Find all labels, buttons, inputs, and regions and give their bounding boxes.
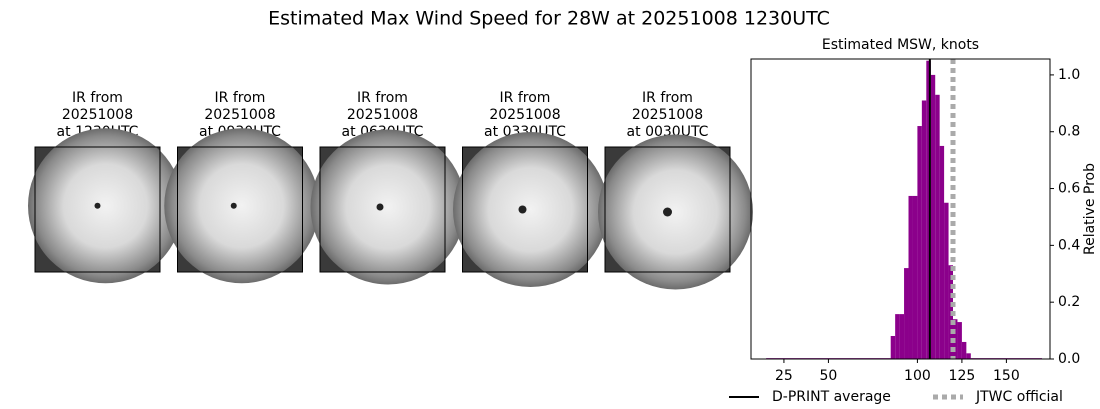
cloud — [164, 128, 320, 284]
bar — [930, 74, 936, 359]
bar — [890, 335, 896, 359]
image-frame — [604, 146, 731, 273]
y-tick-label: 0.6 — [1058, 181, 1080, 197]
eye — [94, 202, 101, 209]
eye — [230, 202, 237, 209]
x-tick-label: 50 — [820, 368, 838, 384]
bar — [957, 322, 962, 359]
eye — [518, 205, 527, 214]
y-tick-label: 0.8 — [1058, 124, 1080, 140]
bar — [935, 94, 940, 359]
panel-label: IR from — [72, 90, 123, 106]
panel-label: 20251008 — [62, 107, 133, 123]
satellite-image — [164, 128, 320, 284]
x-tick-label: 100 — [904, 368, 931, 384]
image-frame — [319, 146, 446, 273]
axes-frame — [750, 58, 1051, 360]
y-tick-label: 1.0 — [1058, 67, 1080, 83]
cloud — [453, 132, 608, 287]
bar — [921, 100, 927, 360]
bar — [966, 353, 971, 359]
x-tick-label: 150 — [993, 368, 1020, 384]
cloud — [28, 128, 183, 284]
chart-title: Estimated MSW, knots — [822, 37, 979, 53]
cloud — [310, 129, 466, 285]
image-frame — [177, 146, 303, 273]
panel-label: 20251008 — [347, 107, 418, 123]
panel-label: IR from — [357, 90, 408, 106]
panel-label: 20251008 — [204, 107, 275, 123]
x-tick-label: 25 — [775, 368, 793, 384]
y-tick-label: 0.0 — [1058, 351, 1080, 367]
y-tick-label: 0.2 — [1058, 294, 1080, 310]
panel-label: 20251008 — [489, 107, 560, 123]
bar — [899, 314, 905, 359]
panel-label: IR from — [215, 90, 266, 106]
bar — [895, 314, 900, 359]
y-tick-label: 0.4 — [1058, 237, 1080, 253]
panel-label: IR from — [500, 90, 551, 106]
satellite-image — [28, 128, 183, 284]
bar — [939, 145, 945, 359]
bar — [912, 195, 918, 359]
figure-title: Estimated Max Wind Speed for 28W at 2025… — [268, 8, 830, 30]
bar — [908, 195, 913, 359]
eye — [663, 207, 672, 217]
bar — [926, 60, 931, 360]
legend-label: D-PRINT average — [772, 389, 891, 405]
satellite-image — [598, 134, 753, 290]
cloud — [598, 134, 753, 290]
satellite-image — [453, 132, 608, 287]
legend-label: JTWC official — [975, 389, 1063, 405]
bar — [961, 341, 967, 359]
x-tick-label: 125 — [949, 368, 976, 384]
bar — [944, 202, 949, 359]
y-axis-label: Relative Prob — [1082, 163, 1098, 255]
bar — [917, 126, 922, 359]
image-frame — [462, 146, 588, 273]
bar — [904, 268, 909, 359]
panel-label: IR from — [642, 90, 693, 106]
satellite-image — [310, 129, 466, 285]
panel-label: 20251008 — [632, 107, 703, 123]
eye — [376, 203, 384, 211]
image-frame — [34, 146, 161, 273]
